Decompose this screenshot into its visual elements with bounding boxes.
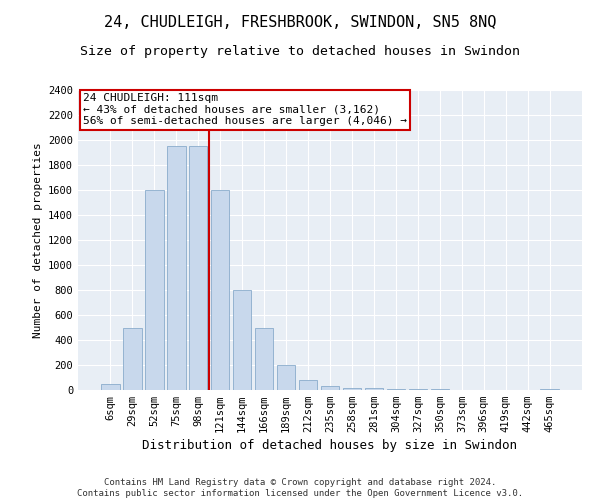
Bar — [365, 388, 383, 390]
Text: 24, CHUDLEIGH, FRESHBROOK, SWINDON, SN5 8NQ: 24, CHUDLEIGH, FRESHBROOK, SWINDON, SN5 … — [104, 15, 496, 30]
Bar — [167, 146, 185, 390]
Bar — [233, 290, 251, 390]
Text: Size of property relative to detached houses in Swindon: Size of property relative to detached ho… — [80, 45, 520, 58]
Bar — [343, 388, 361, 390]
Bar — [320, 386, 340, 390]
Bar — [255, 328, 274, 390]
Bar — [277, 365, 295, 390]
Text: 24 CHUDLEIGH: 111sqm
← 43% of detached houses are smaller (3,162)
56% of semi-de: 24 CHUDLEIGH: 111sqm ← 43% of detached h… — [83, 93, 407, 126]
Bar — [189, 146, 208, 390]
Bar — [299, 380, 317, 390]
Bar — [211, 190, 229, 390]
X-axis label: Distribution of detached houses by size in Swindon: Distribution of detached houses by size … — [143, 440, 517, 452]
Bar — [386, 389, 405, 390]
Y-axis label: Number of detached properties: Number of detached properties — [32, 142, 43, 338]
Bar — [145, 190, 164, 390]
Bar — [123, 328, 142, 390]
Text: Contains HM Land Registry data © Crown copyright and database right 2024.
Contai: Contains HM Land Registry data © Crown c… — [77, 478, 523, 498]
Bar — [101, 384, 119, 390]
